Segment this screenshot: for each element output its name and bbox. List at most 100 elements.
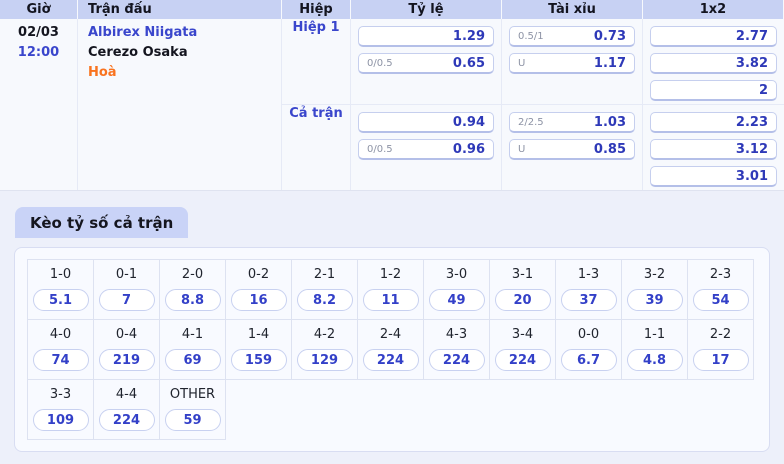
match-teams-cell: Albirex Niigata Cerezo Osaka Hoà [78, 19, 282, 190]
score-odds-button[interactable]: 6.7 [560, 349, 617, 371]
score-cell: 0-2 16 [226, 260, 292, 320]
score-odds-button[interactable]: 59 [164, 409, 221, 431]
match-time-cell: 02/03 12:00 [0, 19, 78, 190]
1x2-odds-button[interactable]: 2.77 [650, 26, 777, 47]
odds-value: 2.77 [735, 28, 768, 44]
score-label: 4-4 [115, 387, 138, 402]
score-cell: 3-1 20 [490, 260, 556, 320]
score-cell: 3-2 39 [622, 260, 688, 320]
score-cell: 3-3 109 [28, 380, 94, 440]
over-under-odds-button[interactable]: 0.5/1 0.73 [509, 26, 635, 47]
header-over-under: Tài xỉu [502, 0, 643, 19]
score-odds-button[interactable]: 74 [32, 349, 89, 371]
correct-score-panel: 1-0 5.1 0-1 7 2-0 8.8 0-2 16 2-1 8.2 1-2 11 3-0 49 3-1… [14, 247, 770, 452]
period-label-h1: Hiệp 1 [282, 19, 351, 104]
score-cell: 1-3 37 [556, 260, 622, 320]
score-odds-button[interactable]: 8.2 [296, 289, 353, 311]
rate-odds-button[interactable]: 0/0.5 0.96 [358, 139, 494, 160]
header-match: Trận đấu [78, 0, 282, 19]
odds-value: 3.12 [735, 141, 768, 157]
score-odds-button[interactable]: 49 [428, 289, 485, 311]
score-label: 3-0 [445, 267, 468, 282]
score-odds-button[interactable]: 7 [98, 289, 155, 311]
score-odds-button[interactable]: 16 [230, 289, 287, 311]
odds-value: 0.94 [452, 114, 485, 130]
score-cell: 3-0 49 [424, 260, 490, 320]
score-cell: 0-4 219 [94, 320, 160, 380]
score-label: 2-0 [181, 267, 204, 282]
rate-odds-button[interactable]: 0.94 [358, 112, 494, 133]
match-odds-table: Giờ Trận đấu Hiệp Tỷ lệ Tài xỉu 1x2 02/0… [0, 0, 784, 191]
score-odds-button[interactable]: 69 [164, 349, 221, 371]
score-odds-button[interactable]: 11 [362, 289, 419, 311]
score-odds-button[interactable]: 224 [428, 349, 485, 371]
score-odds-button[interactable]: 20 [494, 289, 551, 311]
score-label: 4-2 [313, 327, 336, 342]
score-odds-button[interactable]: 159 [230, 349, 287, 371]
1x2-odds-button[interactable]: 3.12 [650, 139, 777, 160]
score-cell: 1-0 5.1 [28, 260, 94, 320]
odds-value: 0.73 [593, 28, 626, 44]
score-odds-button[interactable]: 109 [32, 409, 89, 431]
header-rate: Tỷ lệ [351, 0, 502, 19]
over-under-odds-button[interactable]: 2/2.5 1.03 [509, 112, 635, 133]
score-label: 2-1 [313, 267, 336, 282]
1x2-odds-button[interactable]: 3.82 [650, 53, 777, 74]
score-odds-button[interactable]: 8.8 [164, 289, 221, 311]
score-label: 1-2 [379, 267, 402, 282]
score-odds-button[interactable]: 17 [692, 349, 749, 371]
rate-odds-button[interactable]: 0/0.5 0.65 [358, 53, 494, 74]
rate-odds-button[interactable]: 1.29 [358, 26, 494, 47]
score-label: 1-3 [577, 267, 600, 282]
odds-value: 2.23 [735, 114, 768, 130]
away-team-name: Cerezo Osaka [88, 45, 188, 60]
odds-value: 0.96 [452, 141, 485, 157]
score-label: 2-3 [709, 267, 732, 282]
score-odds-button[interactable]: 5.1 [32, 289, 89, 311]
rate-column-ft: 0.94 0/0.5 0.96 [351, 104, 502, 190]
score-cell: 3-4 224 [490, 320, 556, 380]
rate-column-h1: 1.29 0/0.5 0.65 [351, 19, 502, 104]
score-label: 1-0 [49, 267, 72, 282]
score-cell: 4-4 224 [94, 380, 160, 440]
1x2-odds-button[interactable]: 2.23 [650, 112, 777, 133]
score-cell: 2-4 224 [358, 320, 424, 380]
over-under-odds-button[interactable]: U 0.85 [509, 139, 635, 160]
odds-value: 2 [758, 82, 768, 98]
1x2-odds-button[interactable]: 2 [650, 80, 777, 101]
score-odds-button[interactable]: 224 [362, 349, 419, 371]
score-cell: 2-2 17 [688, 320, 754, 380]
score-odds-button[interactable]: 129 [296, 349, 353, 371]
score-label: 4-1 [181, 327, 204, 342]
score-odds-button[interactable]: 219 [98, 349, 155, 371]
score-odds-button[interactable]: 4.8 [626, 349, 683, 371]
score-grid-empty-area [226, 380, 754, 440]
home-team-link[interactable]: Albirex Niigata [88, 25, 198, 40]
odds-value: 1.29 [452, 28, 485, 44]
odds-value: 3.82 [735, 55, 768, 71]
score-odds-button[interactable]: 39 [626, 289, 683, 311]
odds-value: 3.01 [735, 168, 768, 184]
score-label: 4-3 [445, 327, 468, 342]
score-label: 0-4 [115, 327, 138, 342]
score-label: 0-2 [247, 267, 270, 282]
header-period: Hiệp [282, 0, 351, 19]
1x2-odds-button[interactable]: 3.01 [650, 166, 777, 187]
score-cell: 1-1 4.8 [622, 320, 688, 380]
total-line-label: U [518, 57, 526, 69]
over-under-odds-button[interactable]: U 1.17 [509, 53, 635, 74]
score-odds-button[interactable]: 37 [560, 289, 617, 311]
odds-value: 0.85 [593, 141, 626, 157]
score-odds-button[interactable]: 224 [494, 349, 551, 371]
odds-value: 1.03 [593, 114, 626, 130]
tab-correct-score[interactable]: Kèo tỷ số cả trận [15, 207, 189, 238]
score-odds-button[interactable]: 54 [692, 289, 749, 311]
match-kickoff-time: 12:00 [17, 45, 60, 60]
score-label: 2-2 [709, 327, 732, 342]
draw-label: Hoà [88, 65, 117, 80]
score-label: 1-1 [643, 327, 666, 342]
score-odds-button[interactable]: 224 [98, 409, 155, 431]
match-date: 02/03 [18, 25, 59, 40]
handicap-label: 0/0.5 [367, 57, 393, 69]
total-line-label: U [518, 143, 526, 155]
